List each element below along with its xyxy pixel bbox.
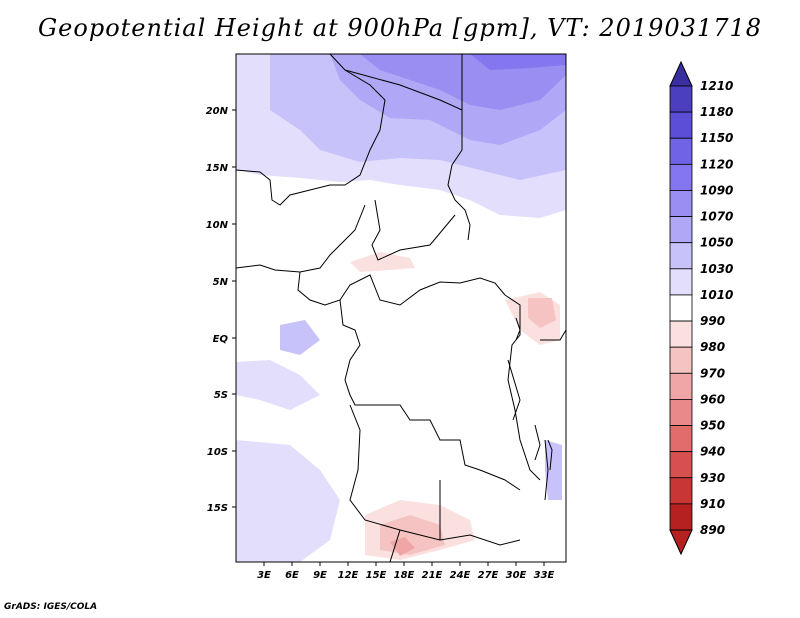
colorbar-level-label: 950 [700,419,725,433]
colorbar-level-label: 980 [700,340,725,354]
colorbar-segment [669,425,693,453]
lat-label-10s: 10S [207,447,228,458]
colorbar-segment [669,320,693,348]
colorbar-segment [669,242,693,270]
colorbar-segment [669,503,693,531]
colorbar-segment [669,111,693,139]
lon-label-3e: 3E [257,570,271,581]
lat-labels: 20N 15N 10N 5N EQ 5S 10S 15S [206,106,229,514]
colorbar-level-label: 1030 [700,262,733,276]
colorbar-level-label: 990 [700,314,725,328]
lat-label-15n: 15N [206,163,229,174]
colorbar-segment [669,372,693,400]
colorbar-lower-extension [669,529,693,556]
map-panel: 20N 15N 10N 5N EQ 5S 10S 15S 3E 6E 9E 12… [206,53,567,581]
colorbar-level-label: 1210 [700,79,733,93]
colorbar-level-label: 1180 [700,105,733,119]
lon-label-6e: 6E [285,570,299,581]
colorbar-level-label: 1150 [700,131,733,145]
colorbar-segment [669,137,693,165]
lon-label-27e: 27E [478,570,499,581]
footer-credit: GrADS: IGES/COLA [4,602,98,612]
lat-label-15s: 15S [207,503,228,514]
colorbar-level-label: 1120 [700,157,733,171]
lon-label-12e: 12E [338,570,359,581]
lat-label-5s: 5S [214,390,228,401]
lon-label-18e: 18E [394,570,415,581]
colorbar-segment [669,163,693,191]
colorbar-level-label: 1050 [700,236,733,250]
lat-label-eq: EQ [213,334,229,345]
map-frame [235,53,567,563]
lat-label-10n: 10N [206,220,229,231]
colorbar-segment [669,294,693,322]
colorbar-level-label: 1070 [700,210,733,224]
colorbar-level-label: 930 [700,471,725,485]
colorbar-segment [669,399,693,426]
colorbar-level-label: 960 [700,392,725,406]
colorbar-level-label: 1010 [700,288,733,302]
lon-ticks [263,562,545,566]
lat-label-20n: 20N [206,106,229,117]
lon-label-30e: 30E [506,570,527,581]
colorbar-segment [669,346,693,374]
lon-labels: 3E 6E 9E 12E 15E 18E 21E 24E 27E 30E 33E [257,570,554,581]
colorbar-level-label: 940 [700,445,725,459]
lat-label-5n: 5N [213,277,229,288]
colorbar-level-label: 1090 [700,183,733,197]
colorbar-segment [669,190,693,217]
lon-label-9e: 9E [313,570,327,581]
colorbar-upper-extension [669,60,693,87]
lon-label-33e: 33E [534,570,555,581]
colorbar: 1210 1180 1150 1120 1090 1070 1050 1030 1010 990 9… [669,60,733,556]
map-title: Geopotential Height at 900hPa [gpm], VT:… [38,14,762,42]
lon-label-24e: 24E [450,570,471,581]
colorbar-segment [669,451,693,479]
colorbar-segment [669,85,693,113]
colorbar-segment [669,477,693,505]
colorbar-level-label: 910 [700,497,725,511]
country-boundaries [235,53,567,563]
lon-label-21e: 21E [422,570,443,581]
colorbar-level-label: 890 [700,523,725,537]
height-field-shading [236,54,566,562]
colorbar-segment [669,268,693,296]
lakes [515,317,553,471]
lon-label-15e: 15E [366,570,387,581]
lat-ticks [232,109,236,508]
colorbar-segment [669,216,693,244]
colorbar-level-label: 970 [700,366,725,380]
